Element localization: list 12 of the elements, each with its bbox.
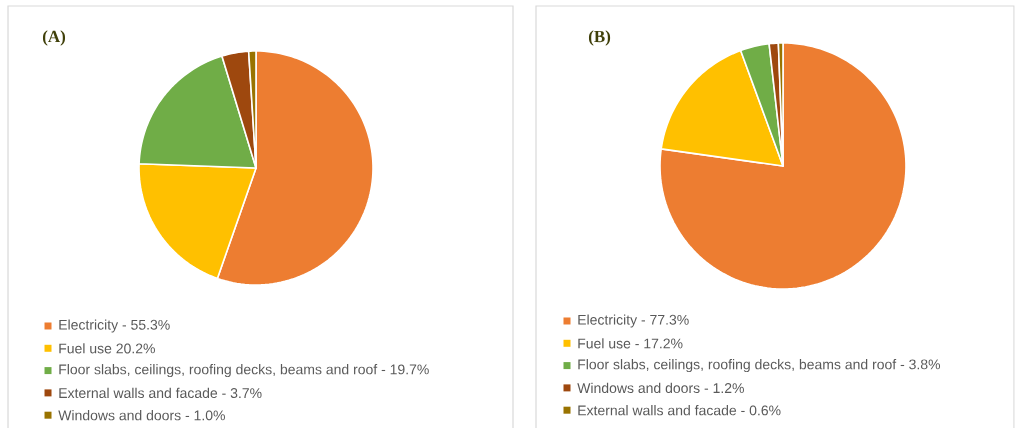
legend-label: Electricity - 55.3%	[59, 319, 170, 333]
legend-label: Fuel use - 17.2%	[578, 338, 683, 349]
chart-title: (B)	[588, 30, 611, 46]
legend-label: External walls and facade - 0.6%	[578, 405, 781, 416]
legend-label: External walls and facade - 3.7%	[59, 387, 262, 399]
chart-title: (A)	[42, 30, 66, 46]
legend-label: Electricity - 77.3%	[578, 314, 689, 328]
legend-label: Windows and doors - 1.0%	[58, 410, 225, 421]
legend-label: Floor slabs, ceilings, roofing decks, beams and roof - 3.8%	[578, 359, 941, 373]
legend-label: Windows and doors - 1.2%	[577, 382, 744, 394]
legend-label: Fuel use 20.2%	[59, 343, 155, 354]
legend-label: Floor slabs, ceilings, roofing decks, beams and roof - 19.7%	[59, 364, 429, 378]
